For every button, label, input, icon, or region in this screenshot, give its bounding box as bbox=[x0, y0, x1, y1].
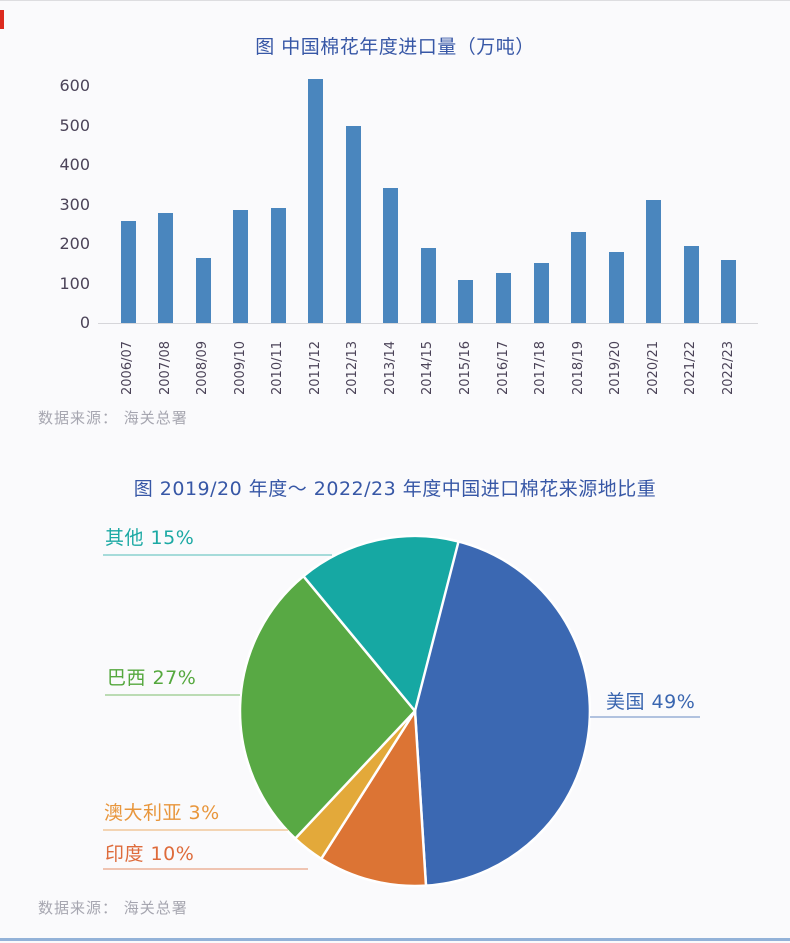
x-tick-label: 2019/20 bbox=[608, 340, 624, 395]
pie-slice-others bbox=[302, 534, 460, 713]
pie-chart bbox=[238, 534, 592, 888]
bar-2020-21 bbox=[646, 199, 662, 323]
bar-2021-22 bbox=[683, 245, 699, 323]
bar-2016-17 bbox=[496, 272, 511, 323]
bar-2014-15 bbox=[420, 247, 436, 323]
pie-leader-line-india bbox=[103, 868, 308, 870]
x-tick-label: 2013/14 bbox=[382, 340, 398, 395]
x-tick-label: 2017/18 bbox=[533, 340, 549, 395]
pie-slice-usa bbox=[413, 534, 592, 887]
pie-label-others: 其他 15% bbox=[105, 527, 195, 549]
pie-chart-title: 图 2019/20 年度～ 2022/23 年度中国进口棉花来源地比重 bbox=[133, 478, 657, 500]
x-tick-label: 2018/19 bbox=[570, 340, 586, 395]
x-tick-label: 2010/11 bbox=[270, 340, 286, 395]
y-tick-label: 100 bbox=[59, 273, 90, 293]
bar-2017-18 bbox=[533, 262, 549, 323]
y-tick-label: 600 bbox=[59, 76, 90, 95]
bar-2011-12 bbox=[308, 78, 324, 323]
y-tick-label: 200 bbox=[59, 234, 90, 253]
x-tick-label: 2012/13 bbox=[345, 340, 361, 395]
bar-chart-plot-area bbox=[98, 78, 758, 324]
pie-slice-india bbox=[319, 709, 428, 888]
x-tick-label: 2007/08 bbox=[157, 340, 173, 395]
pie-slice-brazil bbox=[238, 574, 417, 840]
bar-2006-07 bbox=[120, 221, 136, 323]
data-source-note: 数据来源： 海关总署 bbox=[38, 409, 188, 427]
red-accent-mark bbox=[0, 10, 4, 29]
y-tick-label: 500 bbox=[59, 115, 90, 135]
x-tick-label: 2020/21 bbox=[645, 340, 661, 395]
x-tick-label: 2009/10 bbox=[232, 340, 248, 395]
x-tick-label: 2014/15 bbox=[420, 340, 436, 395]
y-tick-label: 400 bbox=[59, 155, 90, 174]
bar-2007-08 bbox=[158, 213, 174, 323]
bar-2012-13 bbox=[345, 125, 361, 323]
bar-chart-title: 图 中国棉花年度进口量（万吨） bbox=[255, 36, 535, 58]
data-source-note: 数据来源： 海关总署 bbox=[38, 899, 188, 917]
pie-leader-line-brazil bbox=[105, 694, 240, 696]
pie-label-australia: 澳大利亚 3% bbox=[104, 802, 220, 824]
pie-leader-line-usa bbox=[590, 716, 700, 718]
bar-2010-11 bbox=[270, 207, 286, 323]
pie-label-india: 印度 10% bbox=[105, 843, 195, 865]
y-tick-label: 300 bbox=[59, 194, 90, 214]
bar-2015-16 bbox=[458, 280, 474, 323]
pie-label-usa: 美国 49% bbox=[606, 691, 696, 713]
x-tick-label: 2006/07 bbox=[120, 340, 135, 395]
y-tick-label: 0 bbox=[79, 313, 90, 332]
pie-label-brazil: 巴西 27% bbox=[107, 667, 197, 689]
x-tick-label: 2022/23 bbox=[720, 340, 736, 395]
bar-2008-09 bbox=[195, 257, 211, 323]
bar-2013-14 bbox=[383, 187, 399, 323]
bar-2019-20 bbox=[608, 251, 624, 323]
x-tick-label: 2016/17 bbox=[495, 340, 511, 395]
pie-leader-line-others bbox=[103, 554, 332, 556]
x-tick-label: 2011/12 bbox=[307, 340, 323, 395]
bar-2009-10 bbox=[233, 210, 249, 323]
bar-2018-19 bbox=[571, 232, 587, 323]
x-tick-label: 2008/09 bbox=[195, 340, 211, 395]
x-tick-label: 2015/16 bbox=[457, 340, 473, 395]
pie-leader-line-australia bbox=[103, 829, 288, 831]
x-tick-label: 2021/22 bbox=[683, 340, 699, 395]
bottom-divider bbox=[0, 938, 790, 941]
bar-2022-23 bbox=[721, 259, 737, 323]
